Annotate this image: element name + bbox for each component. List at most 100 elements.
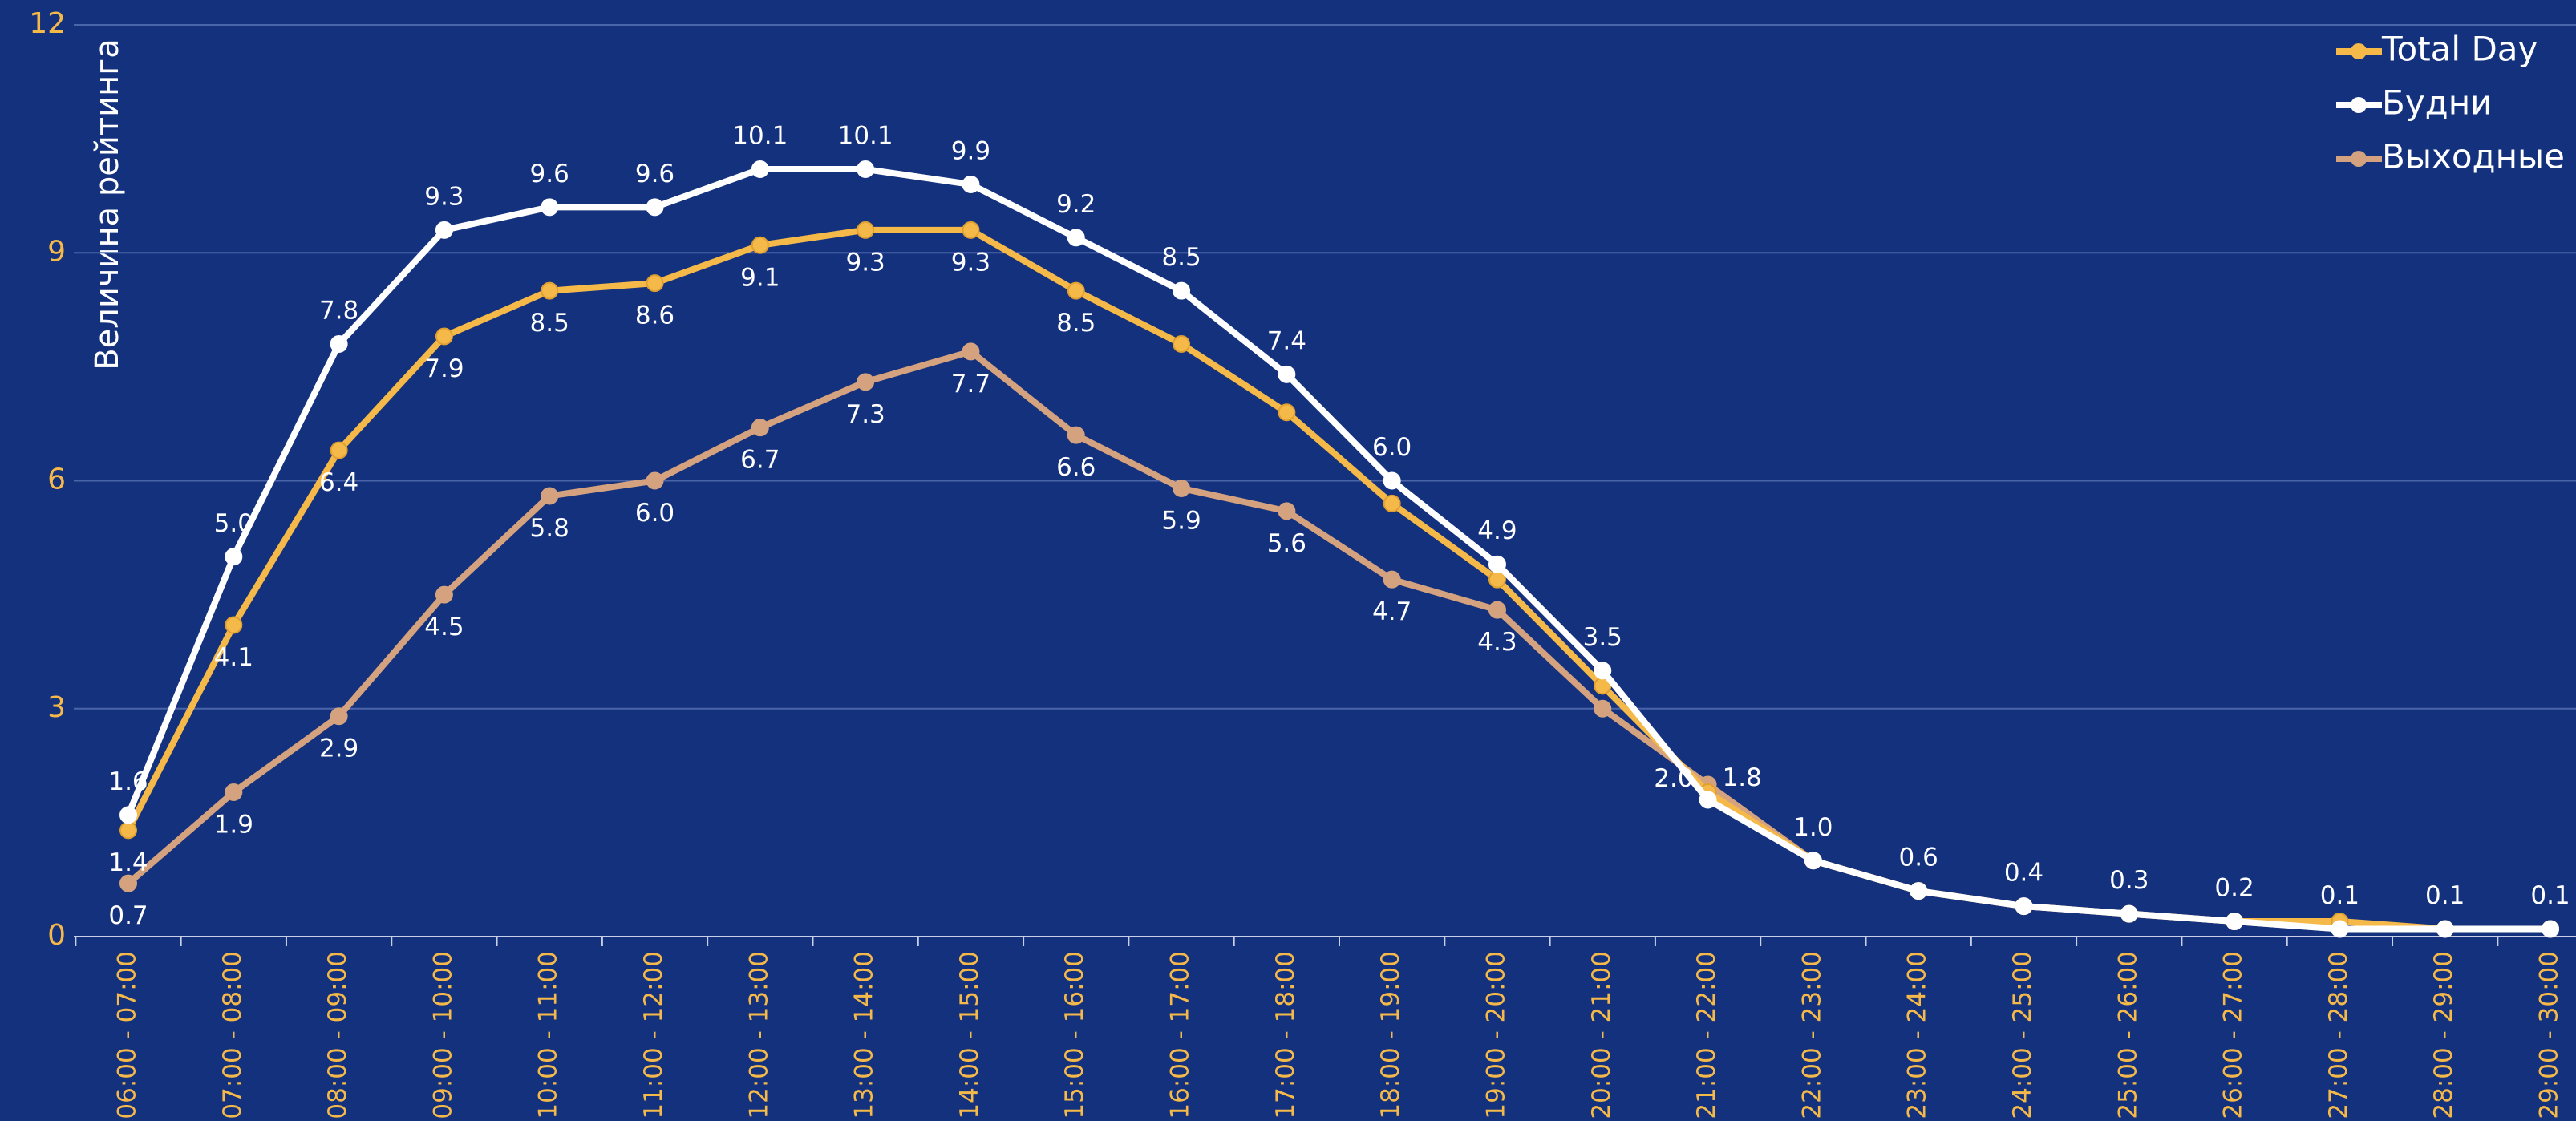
- data-label: 4.3: [1477, 628, 1517, 657]
- x-tick-label: 17:00 - 18:00: [1271, 951, 1300, 1119]
- series-line: [125, 166, 2550, 933]
- data-point: [225, 616, 243, 634]
- data-label: 5.6: [1267, 529, 1306, 558]
- data-point: [1699, 791, 1717, 809]
- data-label: 5.0: [214, 509, 253, 538]
- data-point: [1278, 365, 1296, 383]
- data-point: [2015, 897, 2033, 916]
- y-tick-label: 0: [47, 919, 66, 952]
- legend-label: Будни: [2382, 83, 2492, 123]
- data-label: 9.6: [530, 160, 569, 188]
- data-point: [119, 874, 137, 892]
- data-label: 9.6: [635, 160, 674, 188]
- data-point: [1278, 403, 1296, 422]
- data-point: [751, 160, 769, 179]
- data-label: 7.7: [951, 370, 990, 399]
- data-point: [1278, 502, 1296, 520]
- data-point: [751, 419, 769, 437]
- y-tick-label: 9: [47, 235, 66, 268]
- data-label: 7.8: [319, 296, 358, 325]
- data-label: 1.6: [108, 767, 148, 796]
- data-label: 0.6: [1899, 844, 1938, 872]
- y-tick-label: 3: [47, 691, 66, 724]
- data-label: 9.3: [951, 248, 990, 277]
- x-tick-label: 15:00 - 16:00: [1060, 951, 1089, 1119]
- data-label: 1.8: [1723, 763, 1762, 792]
- data-label: 0.7: [108, 901, 148, 930]
- x-tick-label: 27:00 - 28:00: [2324, 951, 2353, 1119]
- data-label: 2.9: [319, 735, 358, 763]
- data-point: [1804, 852, 1822, 870]
- data-label: 8.6: [635, 301, 674, 330]
- legend-marker: [2351, 151, 2367, 167]
- data-point: [962, 342, 980, 361]
- x-tick-label: 07:00 - 08:00: [218, 951, 247, 1119]
- x-tick-label: 19:00 - 20:00: [1481, 951, 1510, 1119]
- data-point: [1173, 334, 1191, 353]
- y-axis-title: Величина рейтинга: [89, 38, 126, 370]
- data-point: [119, 806, 137, 824]
- data-label: 6.4: [319, 468, 358, 497]
- data-label: 1.4: [108, 848, 148, 877]
- data-label: 8.5: [1056, 309, 1096, 338]
- data-label: 9.3: [424, 182, 464, 211]
- x-tick-label: 11:00 - 12:00: [639, 951, 668, 1119]
- x-tick-label: 24:00 - 25:00: [2008, 951, 2037, 1119]
- data-point: [330, 707, 348, 726]
- data-point: [225, 548, 243, 566]
- data-point: [541, 281, 559, 300]
- data-point: [225, 783, 243, 801]
- data-point: [1594, 699, 1612, 718]
- data-point: [541, 487, 559, 505]
- x-tick-label: 13:00 - 14:00: [850, 951, 879, 1119]
- data-point: [1383, 570, 1401, 589]
- data-point: [435, 585, 453, 604]
- x-tick-label: 14:00 - 15:00: [955, 951, 984, 1119]
- data-label: 0.1: [2320, 881, 2359, 910]
- data-point: [1067, 229, 1085, 247]
- data-point: [1173, 479, 1191, 497]
- x-tick-label: 23:00 - 24:00: [1903, 951, 1932, 1119]
- data-label: 4.9: [1477, 516, 1517, 545]
- data-point: [1383, 471, 1401, 490]
- data-label: 9.2: [1056, 190, 1096, 219]
- data-label: 9.9: [951, 136, 990, 165]
- data-label: 8.5: [530, 309, 569, 338]
- data-point: [435, 221, 453, 239]
- data-label: 9.3: [845, 248, 885, 277]
- data-label: 3.5: [1583, 623, 1622, 652]
- data-label: 4.1: [214, 643, 253, 672]
- data-point: [857, 221, 875, 239]
- data-label: 0.3: [2109, 866, 2149, 895]
- data-label: 5.8: [530, 514, 569, 543]
- data-point: [962, 175, 980, 193]
- data-point: [962, 221, 980, 239]
- data-point: [1594, 662, 1612, 680]
- y-tick-label: 6: [47, 463, 66, 496]
- x-tick-label: 10:00 - 11:00: [534, 951, 563, 1119]
- data-label: 6.0: [1372, 433, 1412, 462]
- legend-label: Total Day: [2381, 30, 2538, 69]
- data-point: [1067, 426, 1085, 444]
- data-label: 7.3: [845, 400, 885, 429]
- data-label: 6.7: [740, 446, 780, 475]
- x-tick-label: 20:00 - 21:00: [1587, 951, 1616, 1119]
- data-point: [857, 373, 875, 391]
- data-point: [1488, 555, 1506, 573]
- data-point: [646, 471, 664, 490]
- x-tick-label: 18:00 - 19:00: [1376, 951, 1405, 1119]
- data-point: [2436, 920, 2454, 938]
- data-label: 10.1: [838, 122, 893, 151]
- data-label: 6.0: [635, 499, 674, 528]
- data-point: [541, 198, 559, 217]
- data-point: [2226, 913, 2244, 931]
- data-label: 4.7: [1372, 597, 1412, 626]
- data-label: 1.0: [1793, 813, 1833, 842]
- data-point: [2331, 920, 2349, 938]
- data-point: [435, 327, 453, 346]
- x-tick-label: 26:00 - 27:00: [2219, 951, 2248, 1119]
- data-point: [1488, 601, 1506, 619]
- data-label: 5.9: [1161, 506, 1201, 535]
- data-point: [1173, 281, 1191, 300]
